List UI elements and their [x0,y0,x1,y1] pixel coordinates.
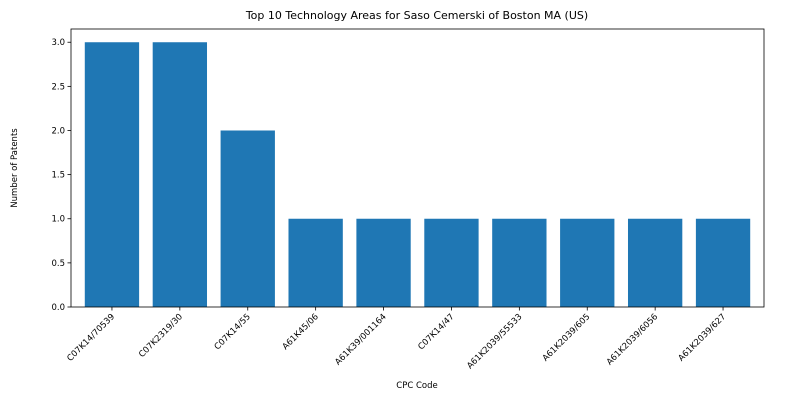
y-tick-label: 2.0 [51,126,65,136]
x-tick-label: A61K2039/55533 [465,312,524,371]
y-tick-label: 0.0 [51,303,65,313]
bar [424,219,478,307]
y-tick-label: 2.5 [51,82,65,92]
x-axis-label: CPC Code [396,381,437,391]
bar [288,219,342,307]
bar [492,219,546,307]
x-tick-label: A61K2039/627 [677,312,729,364]
x-tick-label: C07K14/70539 [65,312,117,364]
bars [85,42,750,307]
x-axis: C07K14/70539 C07K2319/30 C07K14/55 A61K45/0… [65,307,728,371]
y-tick-label: 1.5 [51,171,65,181]
x-tick-label: C07K14/55 [213,312,253,352]
y-axis: 0.0 0.5 1.0 1.5 2.0 2.5 3.0 [51,38,71,313]
bar [696,219,750,307]
bar [153,42,207,307]
y-tick-label: 1.0 [51,215,65,225]
x-tick-label: C07K2319/30 [137,312,185,360]
bar [356,219,410,307]
x-tick-label: A61K39/001164 [333,312,388,367]
y-tick-label: 0.5 [51,259,65,269]
x-tick-label: A61K45/06 [281,312,321,352]
bar [221,130,275,307]
x-tick-label: A61K2039/605 [541,312,593,364]
x-tick-label: C07K14/47 [416,312,456,352]
bar [85,42,139,307]
chart-title: Top 10 Technology Areas for Saso Cemersk… [245,9,588,22]
y-axis-label: Number of Patents [10,128,20,208]
bar [560,219,614,307]
bar [628,219,682,307]
x-tick-label: A61K2039/6056 [605,312,660,367]
y-tick-label: 3.0 [51,38,65,48]
